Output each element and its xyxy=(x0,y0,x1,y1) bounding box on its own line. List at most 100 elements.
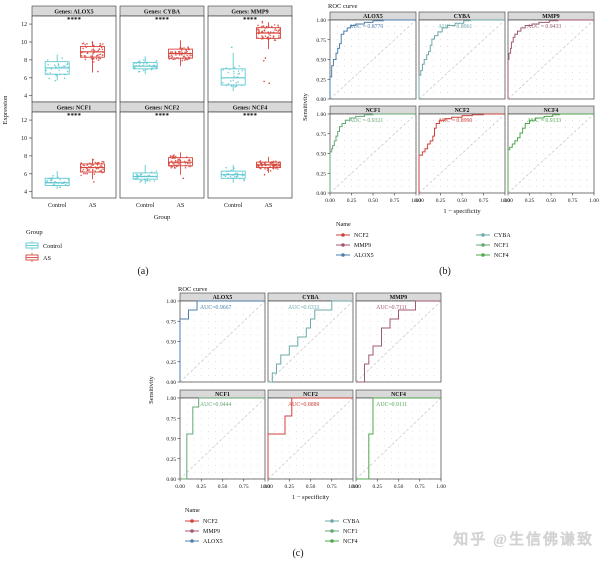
grid-dot xyxy=(543,186,545,187)
grid-dot xyxy=(222,451,223,453)
grid-dot xyxy=(386,172,388,174)
grid-dot xyxy=(193,334,195,336)
grid-dot xyxy=(376,458,378,460)
grid-dot xyxy=(401,159,403,161)
grid-dot xyxy=(288,374,290,376)
grid-dot xyxy=(425,32,427,34)
grid-dot xyxy=(483,45,484,47)
grid-dot xyxy=(383,411,385,412)
grid-dot xyxy=(433,327,435,329)
grid-dot xyxy=(331,320,333,322)
grid-dot xyxy=(425,166,427,168)
grid-dot xyxy=(222,411,223,412)
grid-dot xyxy=(351,65,352,67)
jitter-point xyxy=(171,157,173,160)
grid-dot xyxy=(557,45,559,47)
jitter-point xyxy=(187,47,190,50)
grid-dot xyxy=(572,52,573,54)
grid-dot xyxy=(303,458,304,460)
grid-dot xyxy=(550,32,552,34)
grid-dot xyxy=(454,126,456,128)
grid-dot xyxy=(386,92,388,93)
grid-dot xyxy=(376,334,378,336)
jitter-point xyxy=(179,47,181,49)
y-tick-label: 12 xyxy=(21,118,27,124)
grid-dot xyxy=(461,159,463,161)
grid-dot xyxy=(418,26,420,27)
jitter-point xyxy=(53,64,56,67)
grid-dot xyxy=(351,59,352,60)
grid-dot xyxy=(432,32,434,34)
jitter-point xyxy=(57,176,59,179)
grid-dot xyxy=(394,179,395,181)
grid-dot xyxy=(369,411,371,412)
grid-dot xyxy=(432,153,434,154)
grid-dot xyxy=(362,431,364,433)
jitter-point xyxy=(189,52,192,55)
grid-dot xyxy=(529,92,530,93)
legend-item-alox5: ALOX5 xyxy=(336,253,374,259)
y-tick-label: 6 xyxy=(24,76,27,82)
grid-dot xyxy=(579,166,581,168)
grid-dot xyxy=(419,381,421,383)
grid-dot xyxy=(504,26,506,27)
grid-dot xyxy=(250,458,252,460)
grid-dot xyxy=(236,354,238,356)
grid-dot xyxy=(355,411,357,412)
box-as xyxy=(256,156,281,176)
grid-dot xyxy=(324,347,326,349)
grid-dot xyxy=(207,451,209,453)
grid-dot xyxy=(274,307,276,309)
grid-dot xyxy=(579,45,581,47)
grid-dot xyxy=(331,438,333,439)
grid-dot xyxy=(440,133,441,135)
legend-glyph-point xyxy=(341,233,345,237)
grid-dot xyxy=(468,98,470,100)
grid-dot xyxy=(521,92,523,93)
grid-dot xyxy=(324,431,326,433)
legend-item-label: NCF1 xyxy=(494,243,509,249)
grid-dot xyxy=(586,32,588,34)
grid-dot xyxy=(207,314,209,315)
grid-dot xyxy=(425,113,427,115)
grid-dot xyxy=(408,159,410,161)
legend-glyph-point xyxy=(330,519,334,523)
grid-dot xyxy=(418,39,420,41)
grid-dot xyxy=(243,354,245,356)
grid-dot xyxy=(418,65,420,67)
grid-dot xyxy=(376,444,378,446)
jitter-point xyxy=(66,63,68,66)
grid-dot xyxy=(243,424,245,426)
grid-dot xyxy=(281,381,283,383)
grid-dot xyxy=(426,368,428,369)
jitter-point xyxy=(146,177,149,180)
grid-dot xyxy=(215,307,216,309)
grid-dot xyxy=(222,424,223,426)
grid-dot xyxy=(386,98,388,100)
grid-dot xyxy=(338,327,340,329)
grid-dot xyxy=(215,327,216,329)
grid-dot xyxy=(267,397,269,399)
grid-dot xyxy=(412,307,414,309)
grid-dot xyxy=(281,368,283,369)
grid-dot xyxy=(288,397,290,399)
jitter-point xyxy=(98,162,100,164)
grid-dot xyxy=(200,471,202,473)
grid-dot xyxy=(483,72,484,74)
grid-dot xyxy=(593,166,595,168)
grid-dot xyxy=(426,320,428,322)
grid-dot xyxy=(207,334,209,336)
grid-dot xyxy=(329,126,331,128)
grid-dot xyxy=(536,120,538,121)
grid-dot xyxy=(412,478,414,480)
grid-dot xyxy=(507,126,509,128)
grid-dot xyxy=(543,65,545,67)
grid-dot xyxy=(229,327,230,329)
grid-dot xyxy=(475,120,477,121)
grid-dot xyxy=(586,59,588,60)
significance-label: **** xyxy=(67,16,82,24)
jitter-point xyxy=(93,49,96,52)
grid-dot xyxy=(593,133,595,135)
